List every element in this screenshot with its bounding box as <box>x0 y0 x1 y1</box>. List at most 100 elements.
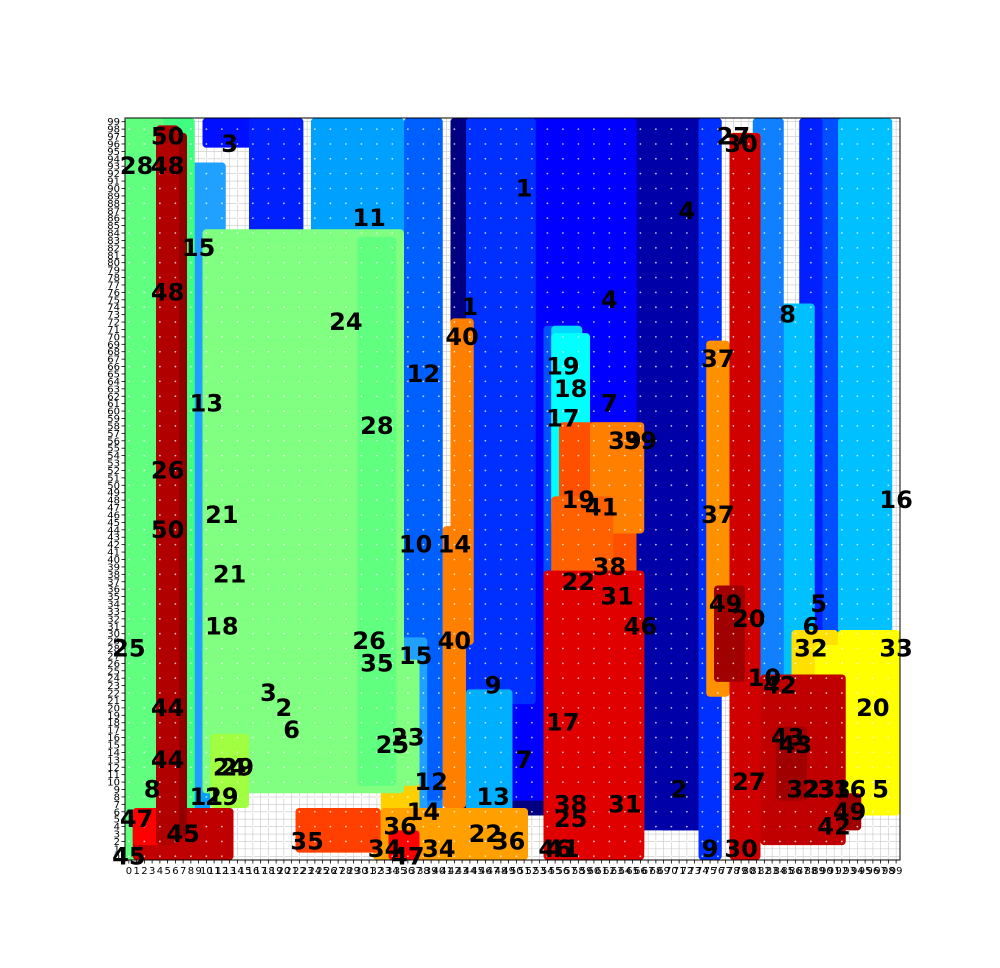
grid-point <box>654 410 657 412</box>
grid-point <box>251 603 254 605</box>
x-tick-label: 82 <box>758 866 771 877</box>
grid-point <box>546 781 549 783</box>
grid-point <box>406 796 409 798</box>
grid-point <box>375 350 378 353</box>
grid-point <box>251 543 254 546</box>
grid-point <box>809 454 812 457</box>
net-label-9: 9 <box>702 835 719 863</box>
grid-point <box>530 425 533 427</box>
grid-point <box>391 543 394 546</box>
net-label-23: 23 <box>802 776 835 804</box>
grid-point <box>716 439 719 442</box>
grid-point <box>887 499 890 502</box>
grid-point <box>158 528 161 531</box>
grid-point <box>468 484 471 487</box>
grid-point <box>499 291 502 294</box>
grid-point <box>127 232 130 234</box>
grid-point <box>189 425 192 427</box>
grid-point <box>437 840 440 843</box>
grid-point <box>716 410 719 412</box>
grid-point <box>763 306 766 309</box>
grid-point <box>856 810 859 813</box>
grid-point <box>236 128 239 131</box>
grid-point <box>484 187 487 190</box>
grid-point <box>329 692 332 694</box>
grid-point <box>282 128 285 131</box>
grid-point <box>375 306 378 309</box>
grid-point <box>499 840 502 843</box>
grid-points <box>127 128 890 858</box>
grid-point <box>577 202 580 205</box>
net-label-15: 15 <box>399 642 432 670</box>
y-tick-label: 89 <box>107 191 120 202</box>
grid-point <box>282 157 285 160</box>
grid-point <box>778 232 781 234</box>
grid-point <box>158 647 161 650</box>
grid-point <box>453 172 456 175</box>
grid-point <box>871 425 874 427</box>
grid-point <box>360 395 363 398</box>
grid-point <box>251 855 254 858</box>
y-tick-label: 88 <box>107 199 120 210</box>
net-label-11: 11 <box>190 783 223 811</box>
grid-point <box>654 662 657 665</box>
y-tick-label: 61 <box>107 399 120 410</box>
grid-point <box>329 217 332 220</box>
grid-point <box>189 276 192 279</box>
grid-point <box>654 632 657 635</box>
grid-point <box>375 810 378 813</box>
grid-point <box>236 439 239 442</box>
grid-point <box>499 187 502 190</box>
grid-point <box>406 543 409 546</box>
net-label-30: 30 <box>724 130 757 158</box>
grid-point <box>437 321 440 323</box>
x-tick-label: 11 <box>208 866 221 877</box>
grid-point <box>267 202 270 205</box>
grid-point <box>220 217 223 220</box>
grid-point <box>577 588 580 591</box>
grid-point <box>127 573 130 576</box>
x-tick-label: 6 <box>172 866 178 877</box>
y-tick-label: 67 <box>107 355 120 366</box>
grid-point <box>313 855 316 858</box>
grid-point <box>251 291 254 294</box>
grid-point <box>484 543 487 546</box>
grid-point <box>251 677 254 680</box>
grid-point <box>871 157 874 160</box>
grid-point <box>840 143 843 145</box>
grid-point <box>809 647 812 650</box>
grid-point <box>639 588 642 591</box>
grid-point <box>670 514 673 516</box>
grid-point <box>375 335 378 338</box>
grid-point <box>189 365 192 368</box>
grid-point <box>825 217 828 220</box>
grid-point <box>220 558 223 561</box>
grid-point <box>251 558 254 561</box>
grid-point <box>825 632 828 635</box>
grid-point <box>437 157 440 160</box>
grid-point <box>809 766 812 769</box>
grid-point <box>158 543 161 546</box>
grid-point <box>267 484 270 487</box>
grid-point <box>592 766 595 769</box>
grid-point <box>422 766 425 769</box>
grid-point <box>282 558 285 561</box>
grid-point <box>468 751 471 754</box>
grid-point <box>546 261 549 264</box>
grid-point <box>499 825 502 828</box>
grid-point <box>484 514 487 516</box>
grid-point <box>189 692 192 694</box>
grid-point <box>887 840 890 843</box>
grid-point <box>825 647 828 650</box>
grid-point <box>375 840 378 843</box>
grid-point <box>825 840 828 843</box>
grid-point <box>453 217 456 220</box>
grid-point <box>778 350 781 353</box>
grid-point <box>205 454 208 457</box>
grid-point <box>189 647 192 650</box>
y-tick-label: 51 <box>107 473 120 484</box>
grid-point <box>608 781 611 783</box>
grid-point <box>654 217 657 220</box>
grid-point <box>329 395 332 398</box>
grid-point <box>670 425 673 427</box>
